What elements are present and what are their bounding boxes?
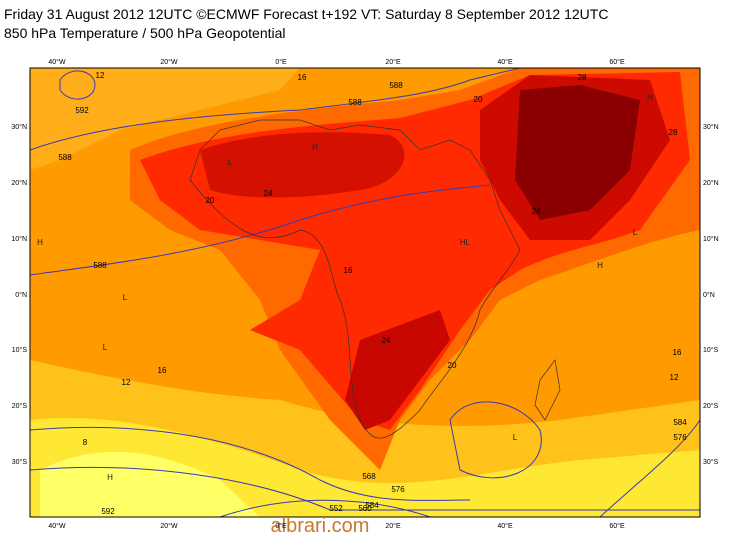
lat-label: 30°N bbox=[703, 123, 719, 131]
pressure-marker: L bbox=[123, 293, 128, 302]
coastlines bbox=[189, 119, 561, 439]
lon-label: 40°E bbox=[497, 58, 513, 66]
field-extreme bbox=[515, 85, 640, 220]
geopotential-label: 576 bbox=[391, 485, 405, 494]
lat-label: 20°S bbox=[703, 402, 719, 410]
pressure-marker: HL bbox=[460, 238, 471, 247]
geopotential-contours bbox=[30, 68, 700, 517]
temperature-label: 24 bbox=[382, 336, 391, 345]
geopotential-label: 584 bbox=[365, 501, 379, 510]
map-area bbox=[30, 68, 700, 517]
lon-label: 20°W bbox=[160, 58, 178, 66]
pressure-marker: L bbox=[513, 433, 518, 442]
map-frame bbox=[29, 67, 701, 518]
temperature-label: 24 bbox=[264, 189, 273, 198]
geopotential-label: 560 bbox=[358, 504, 372, 513]
temperature-label: 12 bbox=[96, 71, 105, 80]
geopotential-label: 592 bbox=[75, 106, 89, 115]
pressure-marker: L bbox=[103, 343, 108, 352]
pressure-marker: L bbox=[633, 228, 638, 237]
field-cool bbox=[30, 68, 300, 170]
pressure-marker: H bbox=[597, 261, 603, 270]
lon-label: 60°E bbox=[609, 522, 625, 530]
temperature-label: 16 bbox=[158, 366, 167, 375]
lat-label: 10°S bbox=[12, 346, 28, 354]
lon-label: 20°E bbox=[385, 58, 401, 66]
geopotential-label: 592 bbox=[101, 507, 115, 516]
geopotential-label: 552 bbox=[329, 504, 343, 513]
temperature-label: 20 bbox=[474, 95, 483, 104]
temperature-label: 12 bbox=[122, 378, 131, 387]
lon-label: 0°E bbox=[275, 58, 287, 66]
temperature-label: 12 bbox=[670, 373, 679, 382]
temperature-label: 16 bbox=[298, 73, 307, 82]
lon-label: 20°W bbox=[160, 522, 178, 530]
lat-label: 30°S bbox=[12, 458, 28, 466]
pressure-marker: L bbox=[228, 158, 233, 167]
lat-label: 20°N bbox=[703, 179, 719, 187]
geopotential-label: 588 bbox=[389, 81, 403, 90]
lat-label: 20°N bbox=[11, 179, 27, 187]
title: Friday 31 August 2012 12UTC ©ECMWF Forec… bbox=[4, 6, 608, 22]
lon-label: 60°E bbox=[609, 58, 625, 66]
watermark: albrari.com bbox=[271, 515, 370, 537]
temperature-label: 24 bbox=[532, 207, 541, 216]
lat-label: 10°S bbox=[703, 346, 719, 354]
geopotential-label: 568 bbox=[362, 472, 376, 481]
lat-label: 0°N bbox=[15, 291, 27, 299]
pressure-marker: H bbox=[312, 143, 318, 152]
field-cold bbox=[40, 451, 260, 517]
pressure-marker: H bbox=[37, 238, 43, 247]
temperature-label: 28 bbox=[669, 128, 678, 137]
subtitle: 850 hPa Temperature / 500 hPa Geopotenti… bbox=[4, 25, 286, 41]
temperature-label: 28 bbox=[578, 73, 587, 82]
field-very-hot bbox=[200, 132, 405, 198]
temperature-label: 20 bbox=[206, 196, 215, 205]
geopotential-label: 588 bbox=[348, 98, 362, 107]
temperature-label: 16 bbox=[344, 266, 353, 275]
lon-label: 0°E bbox=[275, 522, 287, 530]
lon-label: 20°E bbox=[385, 522, 401, 530]
geopotential-label: 584 bbox=[673, 418, 687, 427]
lon-label: 40°E bbox=[497, 522, 513, 530]
lat-label: 30°N bbox=[11, 123, 27, 131]
lon-label: 40°W bbox=[48, 522, 66, 530]
pressure-marker: H bbox=[647, 93, 653, 102]
temperature-label: 16 bbox=[673, 348, 682, 357]
lat-label: 10°N bbox=[703, 235, 719, 243]
lat-label: 0°N bbox=[703, 291, 715, 299]
geopotential-label: 588 bbox=[93, 261, 107, 270]
lon-label: 40°W bbox=[48, 58, 66, 66]
geopotential-label: 588 bbox=[58, 153, 72, 162]
geopotential-label: 576 bbox=[673, 433, 687, 442]
temperature-label: 20 bbox=[448, 361, 457, 370]
pressure-marker: H bbox=[107, 473, 113, 482]
lat-label: 30°S bbox=[703, 458, 719, 466]
temperature-label: 8 bbox=[83, 438, 88, 447]
field-very-hot bbox=[345, 310, 450, 430]
lat-label: 10°N bbox=[11, 235, 27, 243]
lat-label: 20°S bbox=[12, 402, 28, 410]
